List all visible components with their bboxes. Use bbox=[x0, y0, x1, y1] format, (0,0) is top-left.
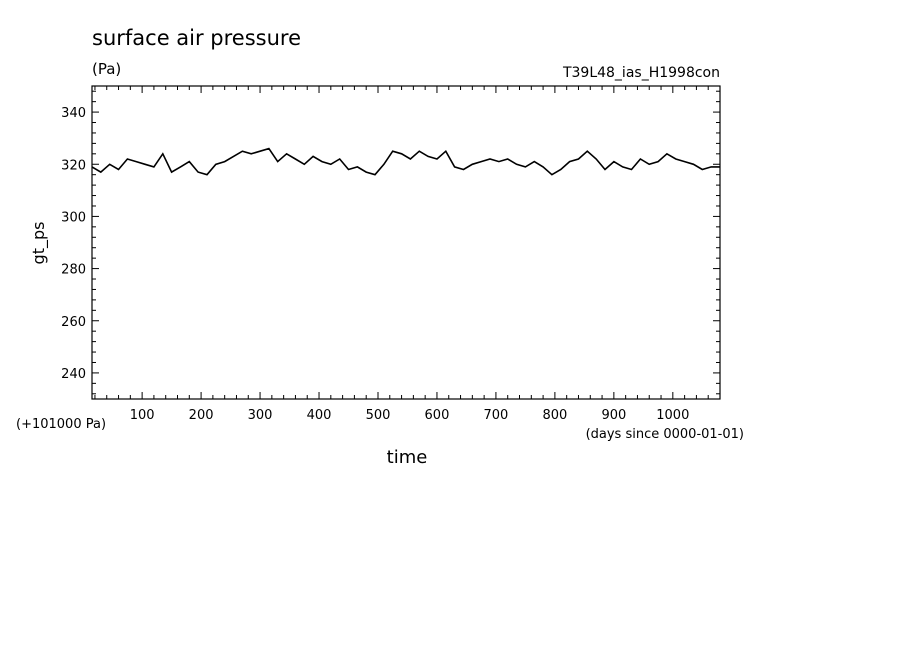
y-axis-tick-labels: 240 260 280 300 320 340 bbox=[61, 106, 86, 382]
y-tick-label: 280 bbox=[61, 263, 86, 278]
y-tick-label: 240 bbox=[61, 367, 86, 382]
y-tick-label: 260 bbox=[61, 315, 86, 330]
y-axis-ticks bbox=[92, 90, 720, 395]
y-axis-label: gt_ps bbox=[29, 222, 49, 265]
x-axis-label: time bbox=[387, 447, 428, 468]
x-tick-label: 1000 bbox=[656, 408, 689, 423]
x-tick-label: 700 bbox=[484, 408, 509, 423]
plot-frame bbox=[91, 85, 721, 400]
y-tick-label: 300 bbox=[61, 210, 86, 225]
y-tick-label: 320 bbox=[61, 158, 86, 173]
x-tick-label: 900 bbox=[601, 408, 626, 423]
x-tick-label: 200 bbox=[189, 408, 214, 423]
x-tick-label: 300 bbox=[248, 408, 273, 423]
series-line-gt-ps bbox=[91, 147, 720, 176]
x-tick-label: 500 bbox=[366, 408, 391, 423]
x-units-label: (days since 0000-01-01) bbox=[586, 427, 744, 442]
chart-units: (Pa) bbox=[92, 60, 121, 78]
x-axis-ticks bbox=[94, 86, 721, 399]
chart-title: surface air pressure bbox=[92, 26, 301, 50]
x-tick-label: 800 bbox=[542, 408, 567, 423]
run-label: T39L48_ias_H1998con bbox=[562, 65, 720, 81]
y-offset-label: (+101000 Pa) bbox=[16, 417, 106, 432]
x-tick-label: 600 bbox=[425, 408, 450, 423]
x-axis-tick-labels: 100 200 300 400 500 600 700 800 900 1000 bbox=[130, 408, 690, 423]
x-tick-label: 100 bbox=[130, 408, 155, 423]
y-tick-label: 340 bbox=[61, 106, 86, 121]
x-tick-label: 400 bbox=[307, 408, 332, 423]
